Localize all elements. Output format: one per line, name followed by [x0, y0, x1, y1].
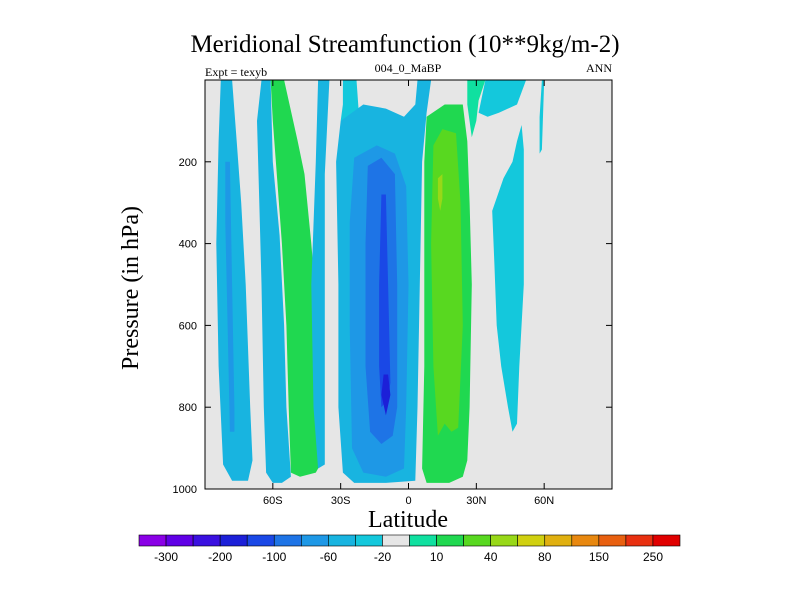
x-tick-label: 30S [331, 495, 351, 507]
colorbar-box [328, 534, 356, 547]
colorbar-label: 150 [589, 550, 609, 564]
contour-region-14 [437, 174, 443, 211]
colorbar-box [436, 534, 464, 547]
colorbar-box [490, 534, 518, 547]
x-tick-label: 0 [405, 495, 411, 507]
contour-region-15 [467, 80, 486, 138]
y-tick-label: 400 [179, 239, 197, 251]
x-axis: 60S 30S 0 30N 60N [263, 80, 554, 507]
right-string: ANN [586, 61, 612, 75]
colorbar-box [355, 534, 383, 547]
plot-area [204, 79, 613, 490]
contour-region-6 [340, 80, 359, 121]
left-string: Expt = texyb [205, 65, 267, 79]
y-axis: 200 400 600 800 1000 [173, 157, 612, 496]
colorbar-box [517, 534, 546, 547]
contour-region-13 [431, 129, 463, 436]
colorbar-box [625, 534, 654, 547]
contour-region-3 [257, 80, 291, 483]
colorbar-label: 250 [643, 550, 663, 564]
colorbar-box [652, 534, 681, 547]
contour-region-18 [539, 80, 545, 154]
x-axis-label: Latitude [368, 507, 448, 533]
contour-region-2 [225, 161, 235, 432]
colorbar: -300 -200 -100 -60 -20 10 40 80 150 250 [138, 534, 681, 564]
y-tick-label: 1000 [173, 484, 197, 496]
x-tick-label: 60S [263, 495, 283, 507]
y-tick-label: 800 [179, 402, 197, 414]
contour-region-10 [379, 194, 391, 408]
colorbar-label: -200 [208, 550, 232, 564]
colorbar-box [409, 534, 437, 547]
chart-title: Meridional Streamfunction (10**9kg/m-2) [190, 31, 619, 58]
contour-region-11 [381, 374, 391, 416]
colorbar-box [273, 534, 302, 547]
y-tick-label: 600 [179, 320, 197, 332]
colorbar-label: -100 [262, 550, 286, 564]
contour-region-17 [492, 125, 524, 432]
colorbar-label: 40 [484, 550, 498, 564]
colorbar-label: -20 [374, 550, 392, 564]
colorbar-box [463, 534, 491, 547]
center-string: 004_0_MaBP [375, 61, 442, 75]
colorbar-label: -60 [320, 550, 338, 564]
contour-region-16 [478, 80, 527, 117]
colorbar-box [219, 534, 248, 547]
colorbar-label: -300 [154, 550, 178, 564]
colorbar-box [598, 534, 627, 547]
x-tick-label: 30N [466, 495, 486, 507]
colorbar-label: 10 [430, 550, 444, 564]
colorbar-box [192, 534, 221, 547]
y-axis-label: Pressure (in hPa) [118, 206, 144, 370]
x-tick-label: 60N [534, 495, 554, 507]
colorbar-box [246, 534, 275, 547]
colorbar-box [544, 534, 573, 547]
contour-region-4 [270, 80, 323, 477]
colorbar-box [300, 534, 329, 547]
colorbar-box [382, 534, 410, 547]
colorbar-label: 80 [538, 550, 552, 564]
y-tick-label: 200 [179, 157, 197, 169]
colorbar-box [138, 534, 167, 547]
colorbar-box [165, 534, 194, 547]
contour-region-5 [311, 80, 330, 469]
colorbar-box [571, 534, 600, 547]
